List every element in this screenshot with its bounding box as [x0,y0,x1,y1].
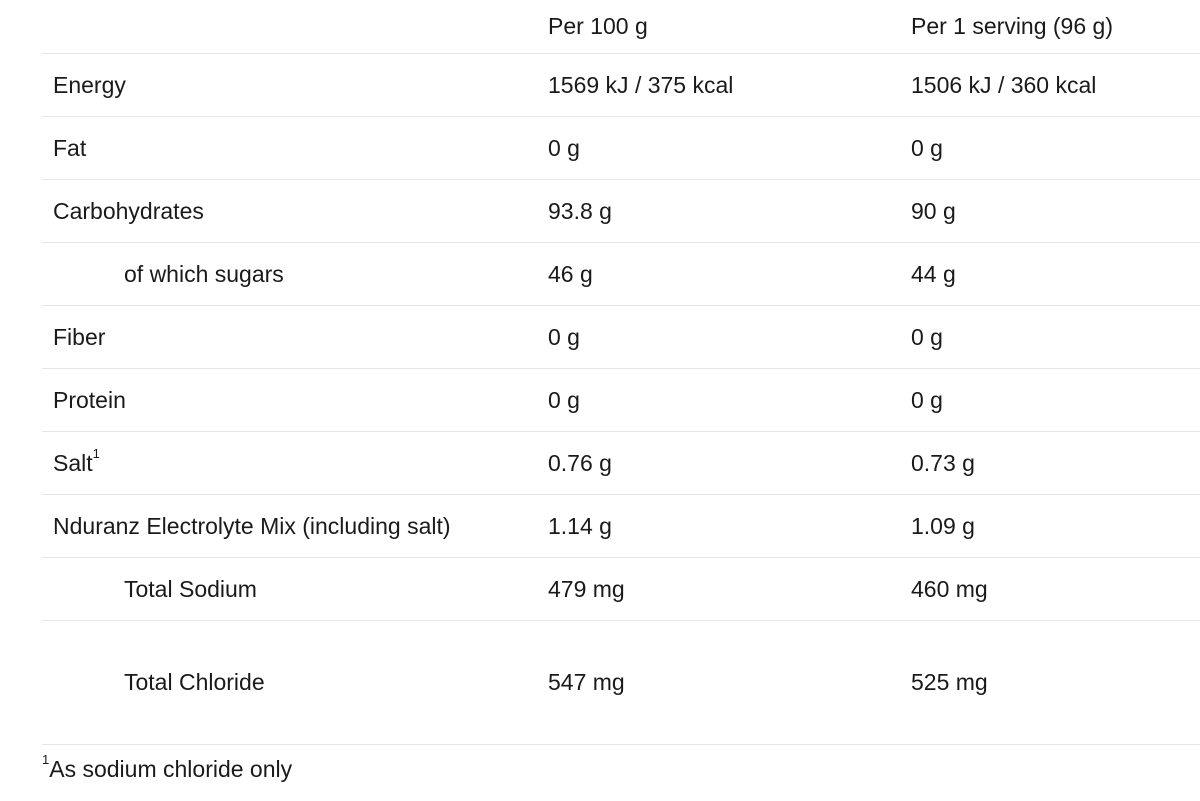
row-label: Energy [42,53,548,117]
row-label: Salt1 [42,431,548,495]
label-text: Fiber [53,323,106,350]
row-label: Nduranz Electrolyte Mix (including salt) [42,494,548,558]
value-per-100g: 1569 kJ / 375 kcal [548,53,911,117]
value-per-100g: 93.8 g [548,179,911,243]
value-per-serving: 0.73 g [911,431,1200,495]
table-row: Carbohydrates 93.8 g 90 g [42,179,1200,243]
label-text: of which sugars [124,260,284,287]
table-row: Salt1 0.76 g 0.73 g [42,431,1200,495]
value-per-serving: 1506 kJ / 360 kcal [911,53,1200,117]
value-per-serving: 44 g [911,242,1200,306]
value-per-serving: 460 mg [911,557,1200,621]
value-per-serving: 1.09 g [911,494,1200,558]
value-per-serving: 90 g [911,179,1200,243]
value-per-100g: 0.76 g [548,431,911,495]
label-text: Protein [53,386,126,413]
row-label: Fat [42,116,548,180]
footnote-ref: 1 [92,445,100,461]
table-row: Total Chloride 547 mg 525 mg [42,620,1200,745]
value-per-100g: 0 g [548,305,911,369]
footnote-text: As sodium chloride only [49,756,293,782]
value-per-serving: 0 g [911,116,1200,180]
header-row: Per 100 g Per 1 serving (96 g) [42,0,1200,54]
row-label: Fiber [42,305,548,369]
table-row: Nduranz Electrolyte Mix (including salt)… [42,494,1200,558]
nutrition-table: Per 100 g Per 1 serving (96 g) Energy 1569 … [42,0,1200,745]
value-per-serving: 0 g [911,368,1200,432]
table-row: Energy 1569 kJ / 375 kcal 1506 kJ / 360 kc… [42,53,1200,117]
label-text: Total Sodium [124,575,257,602]
row-label: Protein [42,368,548,432]
label-text: Energy [53,71,126,98]
header-cell: Per 100 g [548,0,911,54]
label-text: Carbohydrates [53,197,204,224]
value-per-100g: 479 mg [548,557,911,621]
label-text: Fat [53,134,87,161]
value-per-serving: 0 g [911,305,1200,369]
value-per-100g: 0 g [548,368,911,432]
value-per-serving: 525 mg [911,620,1200,745]
label-text: Salt [53,449,93,476]
value-per-100g: 46 g [548,242,911,306]
value-per-100g: 547 mg [548,620,911,745]
header-cell: Per 1 serving (96 g) [911,0,1200,54]
header-cell [42,0,548,54]
value-per-100g: 1.14 g [548,494,911,558]
footnote-marker: 1 [42,752,50,767]
row-label: Carbohydrates [42,179,548,243]
value-per-100g: 0 g [548,116,911,180]
table-row: of which sugars 46 g 44 g [42,242,1200,306]
row-label: Total Chloride [42,620,548,745]
row-label: Total Sodium [42,557,548,621]
table-row: Total Sodium 479 mg 460 mg [42,557,1200,621]
label-text: Total Chloride [124,669,265,695]
label-text: Nduranz Electrolyte Mix (including salt) [53,512,451,539]
row-label: of which sugars [42,242,548,306]
footnote: 1As sodium chloride only [42,752,293,783]
